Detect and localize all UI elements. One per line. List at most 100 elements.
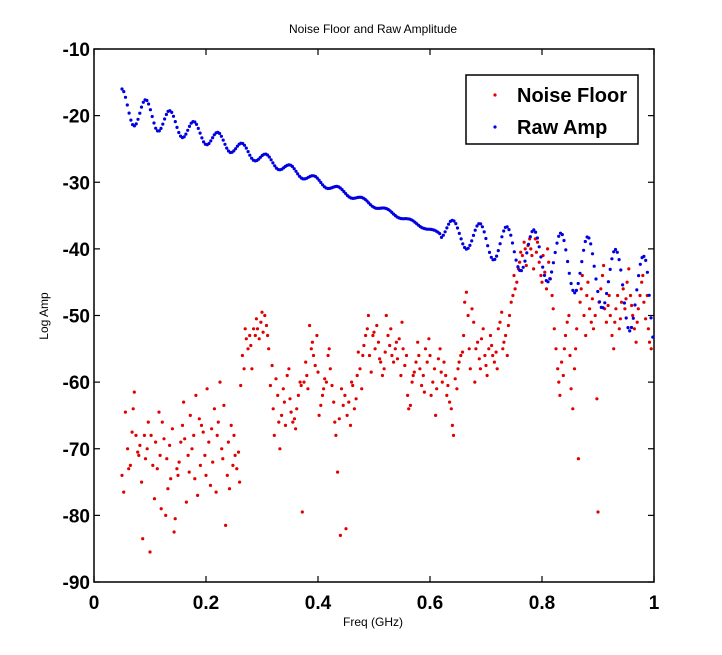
data-point xyxy=(248,333,252,338)
data-point xyxy=(596,510,600,514)
data-point xyxy=(585,293,589,298)
data-point xyxy=(280,413,284,417)
data-point xyxy=(459,237,463,241)
data-point xyxy=(298,380,302,384)
data-point xyxy=(382,367,386,371)
data-point xyxy=(173,517,177,521)
data-point xyxy=(173,120,177,124)
data-point xyxy=(551,261,556,265)
data-point xyxy=(561,373,565,378)
data-point xyxy=(629,325,634,330)
data-point xyxy=(183,437,187,441)
data-point xyxy=(226,440,230,444)
data-point xyxy=(649,316,653,320)
data-point xyxy=(365,327,369,331)
data-point xyxy=(356,350,360,354)
data-point xyxy=(182,135,186,139)
data-point xyxy=(422,390,426,394)
data-point xyxy=(619,300,624,304)
data-point xyxy=(216,420,220,424)
data-point xyxy=(394,340,398,344)
series-noise-floor xyxy=(120,237,653,554)
data-point xyxy=(327,347,331,351)
data-point xyxy=(244,337,248,341)
data-point xyxy=(270,363,274,368)
data-point xyxy=(515,280,519,284)
data-point xyxy=(560,360,564,364)
legend: Noise Floor Raw Amp xyxy=(465,74,639,145)
data-point xyxy=(596,289,600,294)
y-tick-label: -90 xyxy=(63,573,90,594)
data-point xyxy=(467,347,471,351)
data-point xyxy=(267,347,271,351)
data-point xyxy=(295,407,299,411)
data-point xyxy=(440,380,444,384)
y-tick-label: -30 xyxy=(63,173,90,194)
data-point xyxy=(578,300,582,304)
data-point xyxy=(484,363,488,368)
data-point xyxy=(640,280,644,284)
data-point xyxy=(535,236,540,240)
data-point xyxy=(408,403,412,407)
data-point xyxy=(576,457,581,461)
data-point xyxy=(496,327,500,331)
data-point xyxy=(137,453,141,457)
y-axis-label: Log Amp xyxy=(37,292,51,340)
data-point xyxy=(496,249,500,253)
data-point xyxy=(613,320,617,324)
data-point xyxy=(207,141,211,146)
data-point xyxy=(438,347,442,351)
data-point xyxy=(526,242,531,246)
data-point xyxy=(296,172,300,176)
data-point xyxy=(647,340,652,344)
data-point xyxy=(476,340,480,344)
data-point xyxy=(276,393,280,397)
data-point xyxy=(617,258,621,262)
data-point xyxy=(364,333,368,338)
data-point xyxy=(519,269,524,273)
data-point xyxy=(339,387,344,391)
data-point xyxy=(441,233,445,237)
data-point xyxy=(610,257,614,261)
data-point xyxy=(272,433,276,437)
data-point xyxy=(194,393,198,397)
data-point xyxy=(500,235,504,239)
data-point xyxy=(562,347,567,351)
data-point xyxy=(151,463,155,467)
data-point xyxy=(474,347,478,351)
data-point xyxy=(315,333,319,338)
data-point xyxy=(158,453,162,457)
x-tick-label: 0.2 xyxy=(193,593,219,614)
data-point xyxy=(326,353,330,358)
data-point xyxy=(388,343,392,348)
data-point xyxy=(613,247,618,252)
data-point xyxy=(612,250,616,254)
data-point xyxy=(572,367,577,371)
data-point xyxy=(431,380,435,384)
data-point xyxy=(199,423,204,427)
data-point xyxy=(504,333,508,338)
data-point xyxy=(305,373,309,378)
data-point xyxy=(628,329,632,333)
data-point xyxy=(439,370,443,374)
data-point xyxy=(372,330,376,334)
data-point xyxy=(254,317,258,321)
data-point xyxy=(637,274,641,278)
y-tick-label: -10 xyxy=(63,40,90,61)
data-point xyxy=(319,180,323,185)
data-point xyxy=(507,313,512,318)
data-point xyxy=(131,407,135,411)
data-point xyxy=(491,353,495,358)
data-point xyxy=(300,510,304,514)
data-point xyxy=(397,337,401,341)
data-point xyxy=(229,423,233,427)
data-point xyxy=(277,420,281,424)
data-point xyxy=(348,423,353,427)
data-point xyxy=(512,250,516,254)
data-point xyxy=(451,433,456,437)
data-point xyxy=(534,250,539,254)
series-layer xyxy=(120,87,655,554)
y-tick-label: -60 xyxy=(63,373,90,394)
data-point xyxy=(569,281,573,286)
